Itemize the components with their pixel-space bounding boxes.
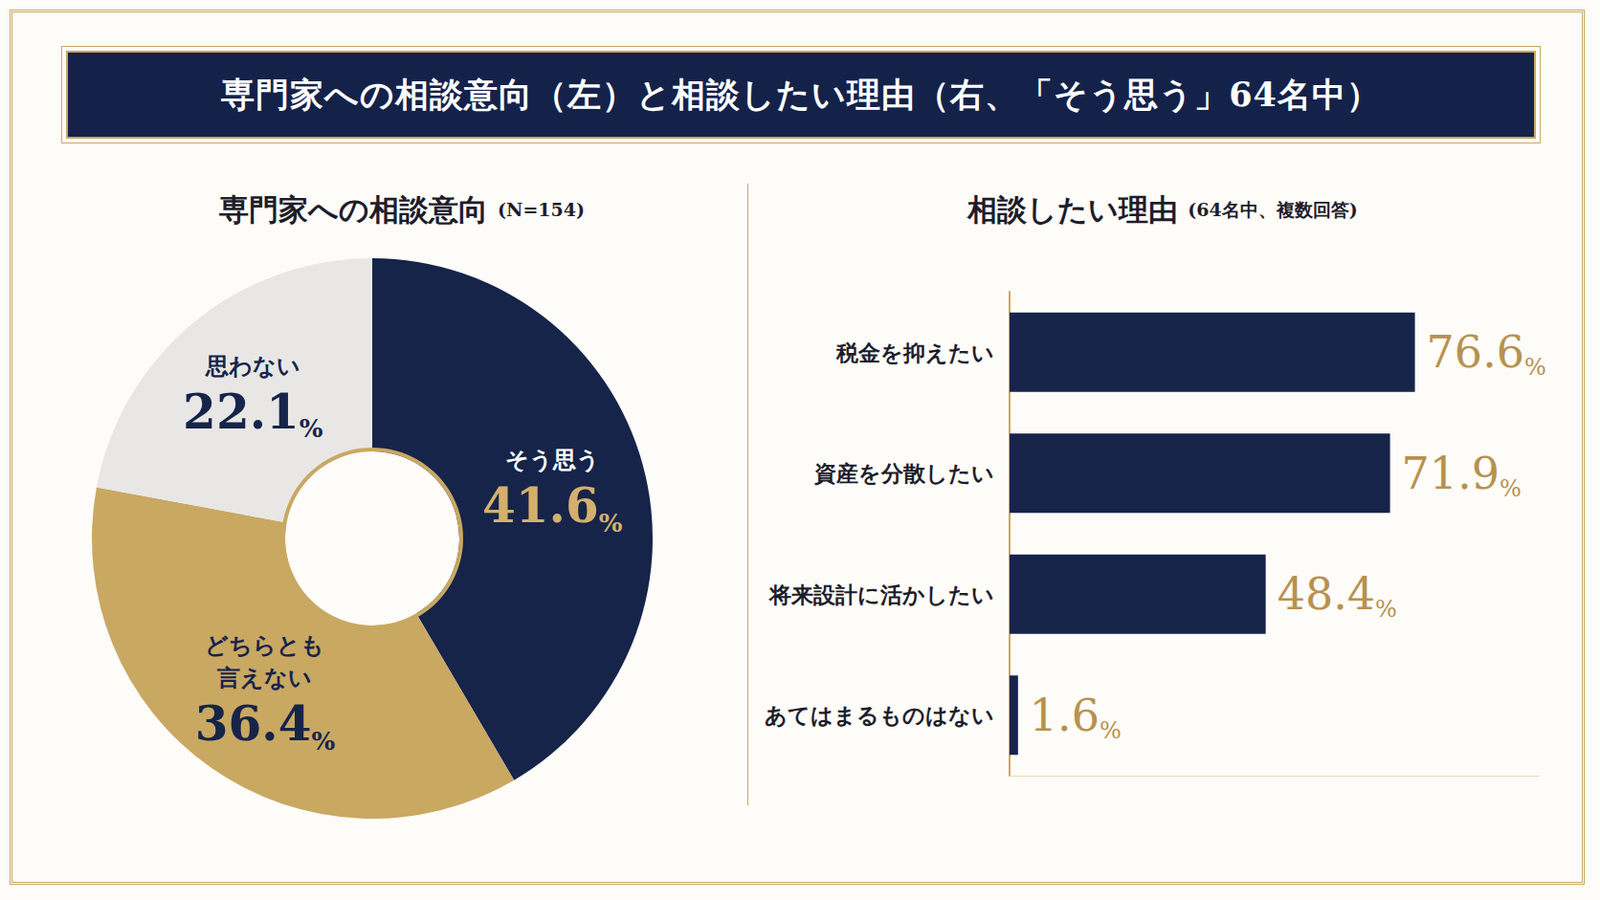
svg-text:将来設計に活かしたい: 将来設計に活かしたい [768,581,995,608]
svg-text:%: % [1524,354,1547,381]
svg-text:資産を分散したい: 資産を分散したい [813,460,995,487]
svg-text:%: % [311,727,336,756]
svg-text:36.4: 36.4 [195,695,312,753]
svg-text:22.1: 22.1 [182,383,300,441]
svg-text:そう思う: そう思う [505,445,600,474]
svg-text:48.4: 48.4 [1277,568,1376,621]
svg-text:41.6: 41.6 [482,477,600,534]
html-text:専門家への相談意向（左）と相談したい理由（右、「そう思う」6: 専門家への相談意向（左）と相談したい理由（右、「そう思う」64名中） [221,74,1381,114]
svg-text:言えない: 言えない [216,664,312,692]
svg-text:(64名中、複数回答): (64名中、複数回答) [1187,199,1357,221]
svg-text:あてはまるものはない: あてはまるものはない [764,702,995,729]
svg-text:76.6: 76.6 [1426,326,1525,378]
svg-text:相談したい理由: 相談したい理由 [966,192,1178,227]
svg-text:%: % [1375,596,1398,623]
svg-text:専門家への相談意向: 専門家への相談意向 [219,192,489,227]
svg-text:税金を抑えたい: 税金を抑えたい [835,339,995,366]
svg-text:%: % [299,414,324,444]
svg-text:1.6: 1.6 [1029,689,1100,742]
svg-text:%: % [1099,717,1122,745]
svg-text:%: % [1499,475,1522,503]
svg-text:思わない: 思わない [204,352,301,380]
svg-text:(N=154): (N=154) [497,199,585,221]
svg-text:どちらとも: どちらとも [204,631,325,660]
svg-text:%: % [599,509,623,538]
svg-text:71.9: 71.9 [1401,447,1500,500]
